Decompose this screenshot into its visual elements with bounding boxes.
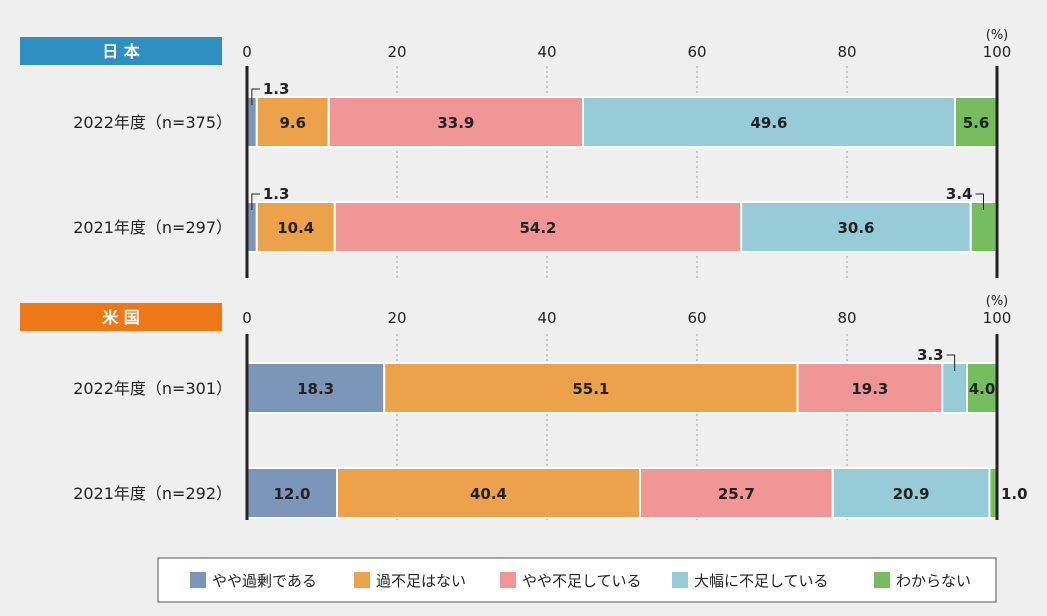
data-label: 49.6 [750,114,787,132]
data-label: 20.9 [893,485,930,503]
legend-item: やや不足している [500,572,642,590]
data-label: 30.6 [837,219,874,237]
bar-segment [255,96,330,148]
data-label: 54.2 [519,219,556,237]
legend-swatch [874,572,890,588]
bar-segment [796,362,944,414]
data-label: 40.4 [470,485,507,503]
legend-label: やや不足している [522,572,642,590]
legend-swatch [672,572,688,588]
data-label: 1.3 [263,80,290,98]
data-label: 3.4 [946,185,973,203]
legend-item: 過不足はない [354,572,466,590]
panel-title-tag [20,37,222,65]
legend-label: わからない [896,572,971,590]
x-tick-label: 20 [387,309,406,327]
bar-segment [336,467,641,519]
x-tick-label: 0 [242,309,252,327]
bar-segment [255,201,336,253]
x-tick-label: 60 [687,43,706,61]
panel-title: 米 国 [102,308,140,327]
bar-segment [966,362,998,414]
category-label: 2022年度（n=301） [73,379,232,398]
data-label: 10.4 [277,219,314,237]
x-tick-label: 100 [983,43,1012,61]
panel-title: 日 本 [102,42,140,61]
data-label: 55.1 [572,380,609,398]
bar-segment [246,362,386,414]
legend-label: やや過剰である [212,572,317,590]
data-label: 1.3 [263,185,290,203]
category-label: 2022年度（n=375） [73,113,232,132]
legend-item: やや過剰である [190,572,317,590]
bar-segment [639,467,834,519]
panel-title-tag [20,303,222,331]
data-label: 19.3 [851,380,888,398]
x-tick-label: 80 [837,309,856,327]
x-tick-label: 40 [537,43,556,61]
unit-label: (%) [986,28,1009,43]
x-tick-label: 0 [242,43,252,61]
legend-label: 大幅に不足している [694,572,829,590]
data-label: 25.7 [718,485,755,503]
category-label: 2021年度（n=297） [73,218,232,237]
legend-box [157,557,997,603]
chart-panels: 日 本 0 20 40 60 80 100(%)2022年度（n=375）1.39.6 33.… [20,28,1028,520]
data-label: 4.0 [969,380,996,398]
x-tick-label: 20 [387,43,406,61]
chart-panel-us: 米 国 0 20 40 60 80 100(%) 2022年度（n=301） 18.3 55.1 1… [20,294,1028,520]
bar-segment [740,201,972,253]
data-label: 12.0 [273,485,310,503]
bar-segment [246,467,338,519]
legend-label: 過不足はない [376,572,466,590]
data-label: 9.6 [279,114,306,132]
bar-segment [969,201,998,253]
callout-line [946,354,956,371]
category-label: 2021年度（n=292） [73,484,232,503]
x-tick-label: 40 [537,309,556,327]
unit-label: (%) [986,294,1009,309]
bar-segment [333,201,743,253]
legend-swatch [500,572,516,588]
legend-item: 大幅に不足している [672,572,829,590]
callout-line [251,88,260,105]
legend-swatch [190,572,206,588]
x-tick-label: 60 [687,309,706,327]
data-label: 18.3 [297,380,334,398]
legend-item: わからない [874,572,971,590]
bar-segment [383,362,799,414]
callout-line [251,193,260,210]
callout-line [975,193,984,210]
data-label: 1.0 [1001,485,1028,503]
data-label: 33.9 [437,114,474,132]
x-tick-label: 80 [837,43,856,61]
chart-panel-japan: 日 本 0 20 40 60 80 100(%) 2022年度（n=375） 1.3 9.6 33.… [20,28,1011,278]
data-label: 3.3 [917,346,944,364]
legend-swatch [354,572,370,588]
legend: やや過剰である 過不足はない やや不足している 大幅に不足している わからない [157,557,997,603]
x-tick-label: 100 [983,309,1012,327]
data-label: 5.6 [963,114,990,132]
